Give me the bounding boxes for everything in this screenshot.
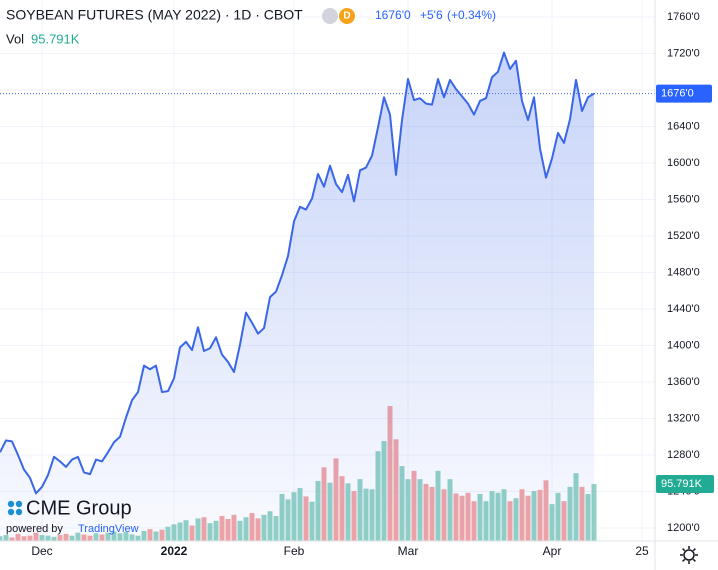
last-price-badge-text: 1676'0 [661,88,694,100]
delay-badge [339,8,355,24]
x-tick-label: Mar [398,544,419,558]
volume-legend-value: 95.791K [31,31,80,46]
powered-by: powered by [6,523,63,535]
cme-logo [7,500,23,516]
price-area [0,52,594,541]
price-line [0,51,595,495]
y-tick-label: 1600'0 [667,157,700,169]
y-tick-label: 1280'0 [667,449,700,461]
volume-badge-text: 95.791K [661,478,703,490]
time-axis: Dec 2022 Feb Mar Apr 25 [31,544,649,558]
delay-badge-text: D [343,11,350,22]
x-tick-label: 2022 [161,544,188,558]
price-series [0,51,655,541]
x-tick-label: 25 [635,544,649,558]
last-price: 1676'0 [375,8,411,22]
powered-by-brand: TradingView [78,523,139,535]
brand-name: CME Group [26,497,132,519]
y-tick-label: 1480'0 [667,266,700,278]
y-tick-label: 1200'0 [667,522,700,534]
price-change-pct: (+0.34%) [447,8,496,22]
price-axis: 1200'01240'01280'01320'01360'01400'01440… [656,11,714,534]
price-change: +5'6 [420,8,443,22]
volume-badge [656,475,714,494]
y-tick-label: 1520'0 [667,230,700,242]
y-tick-label: 1760'0 [667,11,700,23]
x-tick-label: Apr [543,544,562,558]
last-price-badge [656,84,712,103]
y-tick-label: 1720'0 [667,47,700,59]
y-tick-label: 1320'0 [667,412,700,424]
x-tick-label: Dec [31,544,52,558]
y-tick-label: 1440'0 [667,303,700,315]
settings-button[interactable] [680,546,698,564]
y-tick-label: 1400'0 [667,339,700,351]
volume-legend-label: Vol [6,31,24,46]
y-tick-label: 1360'0 [667,376,700,388]
market-status-icon [322,8,338,24]
y-tick-label: 1560'0 [667,193,700,205]
chart-title: SOYBEAN FUTURES (MAY 2022) · 1D · CBOT [6,7,303,23]
y-tick-label: 1640'0 [667,120,700,132]
x-tick-label: Feb [284,544,305,558]
